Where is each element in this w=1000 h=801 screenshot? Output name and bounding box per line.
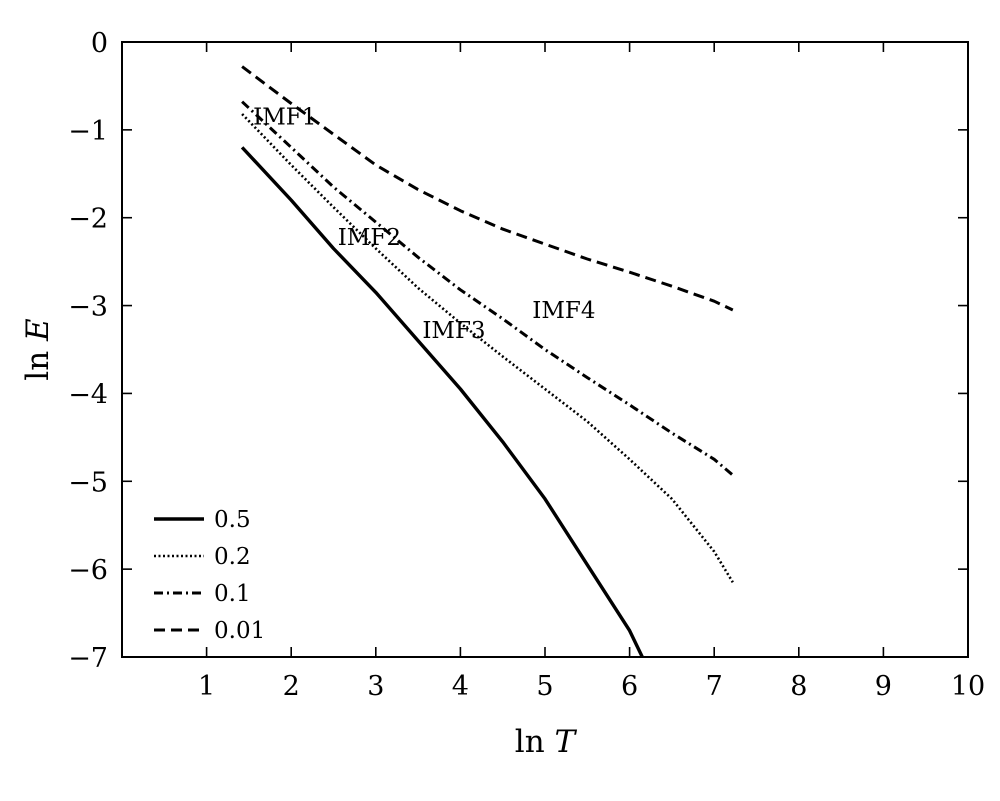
annotation-imf2: IMF2 [338,225,401,251]
x-axis-title: ln T [515,724,578,760]
legend-label-0-01: 0.01 [214,618,265,644]
x-tick-label: 1 [198,671,215,702]
series-layer [240,65,734,658]
y-tick-label: −7 [68,643,108,674]
y-tick-label: −6 [68,555,108,586]
series-line-0-01 [241,65,734,312]
y-tick-label: −5 [68,467,108,498]
x-tick-label: 4 [452,671,469,702]
annotation-imf1: IMF1 [253,105,316,131]
x-tick-label: 3 [367,671,384,702]
x-tick-label: 9 [875,671,892,702]
annotation-imf4: IMF4 [532,298,595,324]
x-tick-label: 6 [621,671,638,702]
x-tick-label: 7 [706,671,723,702]
y-axis-title: ln E [20,318,56,381]
series-line-0-1 [241,100,734,477]
series-line-0-2 [241,113,734,583]
y-tick-label: 0 [91,28,108,59]
legend-label-0-1: 0.1 [214,581,251,607]
x-tick-label: 8 [790,671,807,702]
y-axis-title-prefix: ln [20,341,56,381]
y-tick-label: −4 [68,379,108,410]
x-tick-label: 2 [283,671,300,702]
legend-label-0-2: 0.2 [214,544,251,570]
y-tick-label: −2 [68,204,108,235]
annotation-imf3: IMF3 [422,318,485,344]
y-tick-label: −3 [68,292,108,323]
x-axis-title-prefix: ln [515,724,555,760]
legend: 0.5 0.2 0.1 0.01 [154,507,265,644]
x-tick-label: 10 [951,671,985,702]
axes-layer: 1 2 3 4 5 6 7 8 9 100−1−2−3−4−5−6−7ln Tln E [20,28,985,760]
y-tick-label: −1 [68,116,108,147]
series-line-0-5 [240,146,644,658]
y-axis-title-var: E [20,318,56,342]
annotation-layer: IMF1 IMF2 IMF3 IMF4 [253,105,595,344]
legend-label-0-5: 0.5 [214,507,251,533]
x-axis-title-var: T [555,724,578,760]
x-tick-label: 5 [536,671,553,702]
